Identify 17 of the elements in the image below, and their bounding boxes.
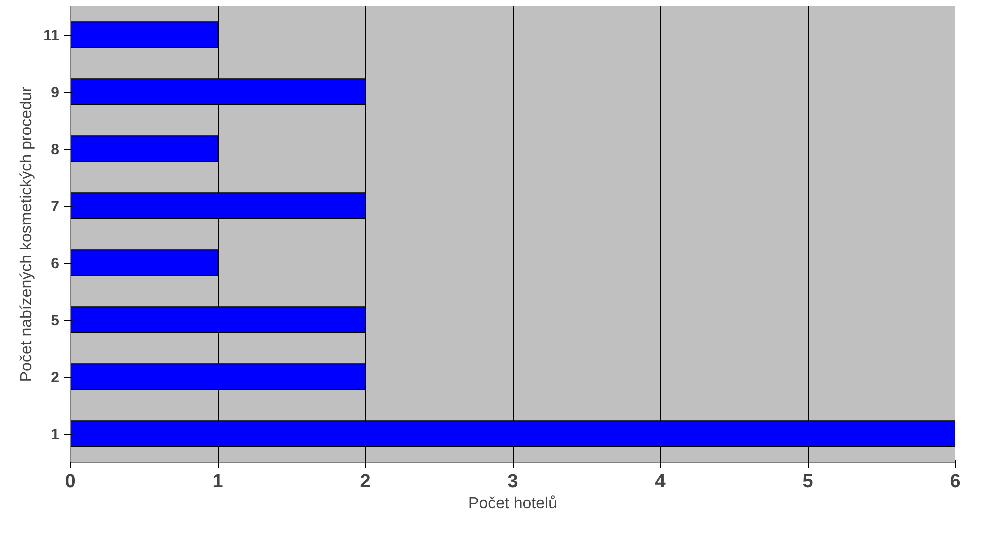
x-tick-label: 5 xyxy=(802,472,814,492)
x-axis-title: Počet hotelů xyxy=(468,496,558,512)
y-tick-label: 9 xyxy=(51,84,60,102)
x-tick-label: 4 xyxy=(655,472,666,492)
x-tick-label: 2 xyxy=(360,472,371,492)
y-tick-label: 5 xyxy=(51,312,60,330)
x-tick-label: 0 xyxy=(65,472,76,492)
y-tick-label: 6 xyxy=(51,256,60,272)
y-tick-label: 11 xyxy=(44,28,60,44)
x-tick-label: 1 xyxy=(212,472,224,492)
y-tick-label: 1 xyxy=(51,426,60,444)
y-tick-label: 2 xyxy=(51,370,60,386)
y-axis-title: Počet nabízených kosmetických procedur xyxy=(18,86,36,382)
y-tick-label: 7 xyxy=(51,198,60,216)
x-tick-label: 6 xyxy=(950,472,961,492)
x-tick-label: 3 xyxy=(508,472,518,492)
y-tick-label: 8 xyxy=(51,142,60,158)
